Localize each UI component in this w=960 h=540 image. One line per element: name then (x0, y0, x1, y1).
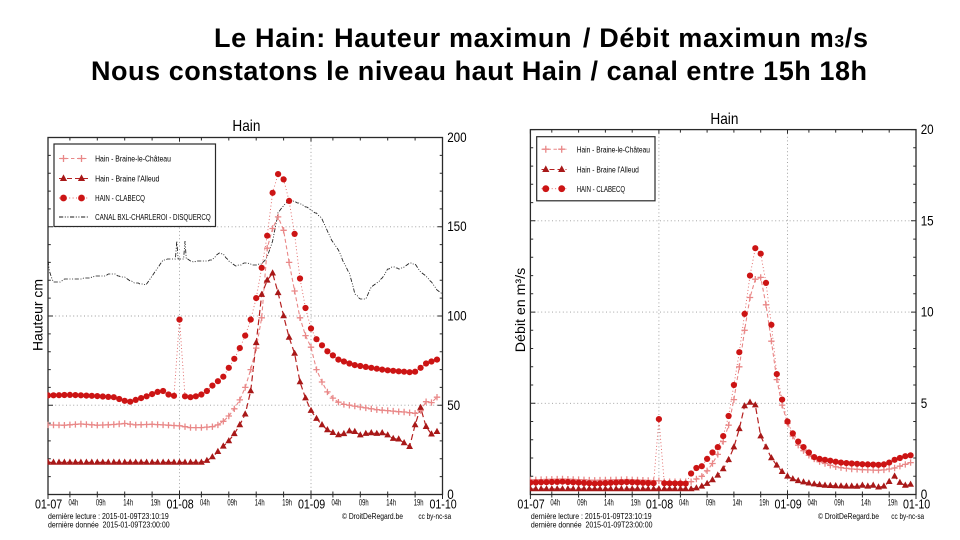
svg-text:Le Hain: Hauteur maximun / Déb: Le Hain: Hauteur maximun / Débit maximun… (214, 23, 868, 53)
svg-text:09h: 09h (834, 498, 844, 508)
svg-text:Hauteur cm: Hauteur cm (30, 279, 46, 351)
svg-text:09h: 09h (227, 498, 237, 508)
svg-text:dernière donnée 2015-01-09T23: dernière donnée 2015-01-09T23:00:00 (48, 520, 170, 529)
svg-text:19h: 19h (282, 498, 292, 508)
svg-text:19h: 19h (631, 498, 641, 508)
svg-text:19h: 19h (414, 498, 424, 508)
svg-text:© DroitDeRegard.be: © DroitDeRegard.be (818, 512, 879, 521)
svg-text:01-10: 01-10 (903, 497, 930, 512)
svg-text:19h: 19h (151, 498, 161, 508)
svg-text:20: 20 (921, 122, 934, 137)
svg-text:Hain: Hain (710, 111, 738, 128)
svg-text:14h: 14h (255, 498, 265, 508)
svg-text:50: 50 (447, 398, 460, 413)
svg-text:01-10: 01-10 (429, 497, 456, 512)
svg-text:09h: 09h (577, 498, 587, 508)
svg-text:09h: 09h (706, 498, 716, 508)
svg-text:HAIN - CLABECQ: HAIN - CLABECQ (577, 185, 625, 194)
svg-text:Hain - Braine-le-Château: Hain - Braine-le-Château (95, 155, 171, 164)
svg-text:cc by-nc-sa: cc by-nc-sa (891, 512, 924, 521)
svg-text:01-08: 01-08 (166, 497, 193, 512)
svg-text:04h: 04h (332, 498, 342, 508)
svg-text:HAIN - CLABECQ: HAIN - CLABECQ (95, 194, 145, 203)
svg-text:14h: 14h (733, 498, 743, 508)
svg-text:04h: 04h (808, 498, 818, 508)
svg-text:150: 150 (447, 219, 467, 234)
svg-text:0: 0 (447, 487, 454, 502)
svg-text:09h: 09h (359, 498, 369, 508)
svg-text:09h: 09h (96, 498, 106, 508)
svg-text:01-09: 01-09 (774, 497, 801, 512)
svg-text:Débit en m³/s: Débit en m³/s (512, 268, 528, 352)
svg-text:Hain - Braine-le-Château: Hain - Braine-le-Château (577, 145, 650, 154)
svg-text:04h: 04h (679, 498, 689, 508)
svg-text:0: 0 (921, 487, 928, 502)
svg-text:01-08: 01-08 (646, 497, 673, 512)
svg-text:01-09: 01-09 (298, 497, 325, 512)
svg-text:dernière lecture : 2015-01-09T: dernière lecture : 2015-01-09T23:10:19 (48, 512, 169, 521)
svg-text:01-07: 01-07 (517, 497, 544, 512)
svg-text:15: 15 (921, 213, 934, 228)
svg-text:CANAL BXL-CHARLEROI - DISQUERC: CANAL BXL-CHARLEROI - DISQUERCQ (95, 213, 211, 222)
svg-text:19h: 19h (888, 498, 898, 508)
svg-text:04h: 04h (69, 498, 79, 508)
svg-text:Hain - Braine l'Alleud: Hain - Braine l'Alleud (577, 166, 639, 175)
svg-text:14h: 14h (386, 498, 396, 508)
svg-text:Hain - Braine l'Alleud: Hain - Braine l'Alleud (95, 175, 159, 184)
svg-text:Nous constatons le niveau haut: Nous constatons le niveau haut Hain / ca… (91, 56, 867, 86)
svg-text:dernière lecture : 2015-01-09T: dernière lecture : 2015-01-09T23:10:19 (531, 512, 652, 521)
svg-text:04h: 04h (200, 498, 210, 508)
svg-text:5: 5 (921, 396, 928, 411)
svg-text:04h: 04h (550, 498, 560, 508)
svg-text:dernière donnée 2015-01-09T23: dernière donnée 2015-01-09T23:00:00 (531, 520, 653, 529)
svg-text:100: 100 (447, 309, 467, 324)
svg-text:200: 200 (447, 130, 467, 145)
svg-text:© DroitDeRegard.be: © DroitDeRegard.be (342, 512, 403, 521)
svg-text:14h: 14h (861, 498, 871, 508)
svg-text:01-07: 01-07 (35, 497, 62, 512)
svg-text:14h: 14h (123, 498, 133, 508)
svg-text:Hain: Hain (232, 118, 260, 135)
svg-text:19h: 19h (759, 498, 769, 508)
svg-text:cc by-nc-sa: cc by-nc-sa (418, 512, 451, 521)
svg-text:10: 10 (921, 305, 934, 320)
svg-text:14h: 14h (604, 498, 614, 508)
